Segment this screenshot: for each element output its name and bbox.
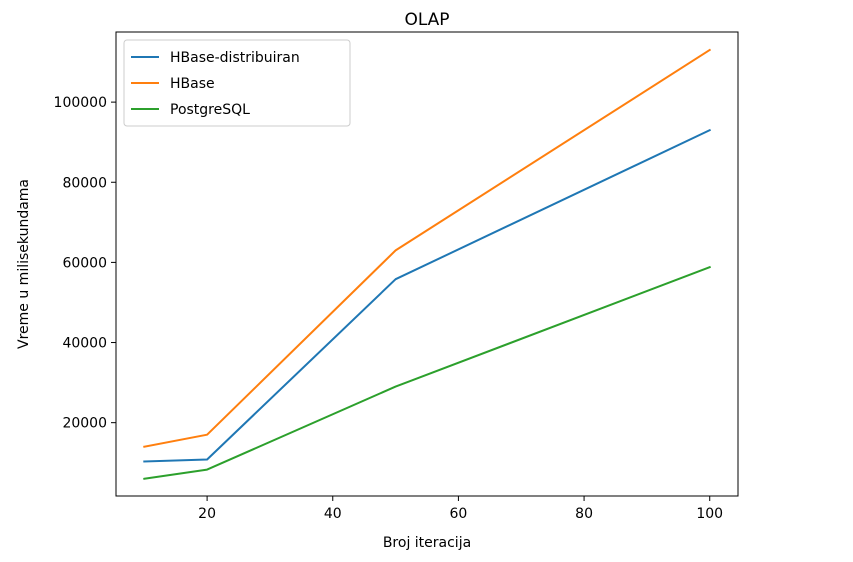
chart-title: OLAP	[404, 10, 449, 30]
x-tick-label: 20	[198, 506, 216, 522]
y-tick-label: 40000	[62, 336, 107, 352]
series-line-postgresql	[143, 265, 711, 480]
series-line-hbase-distribuiran	[143, 128, 712, 463]
legend-box	[123, 39, 351, 127]
x-tick-label: 40	[324, 506, 342, 522]
y-tick-label: 60000	[62, 255, 107, 271]
y-tick-label: 100000	[54, 95, 107, 111]
legend-label: PostgreSQL	[170, 102, 250, 118]
x-axis-label: Broj iteracija	[383, 535, 471, 551]
legend-label: HBase-distribuiran	[170, 50, 300, 66]
y-tick-label: 20000	[62, 416, 107, 432]
series-lines	[143, 48, 712, 480]
x-tick-label: 100	[696, 506, 723, 522]
x-tick-label: 60	[450, 506, 468, 522]
x-axis-ticks: 20 40 60 80 100	[198, 496, 723, 522]
y-tick-label: 80000	[62, 175, 107, 191]
x-tick-label: 80	[575, 506, 593, 522]
series-line-hbase	[143, 48, 712, 448]
plot-area	[115, 31, 739, 497]
y-axis-ticks: 20000 40000 60000 80000 100000	[54, 95, 116, 432]
legend: HBase-distribuiran HBase PostgreSQL	[123, 39, 351, 127]
y-axis-label: Vreme u milisekundama	[16, 179, 32, 349]
legend-label: HBase	[170, 76, 215, 92]
